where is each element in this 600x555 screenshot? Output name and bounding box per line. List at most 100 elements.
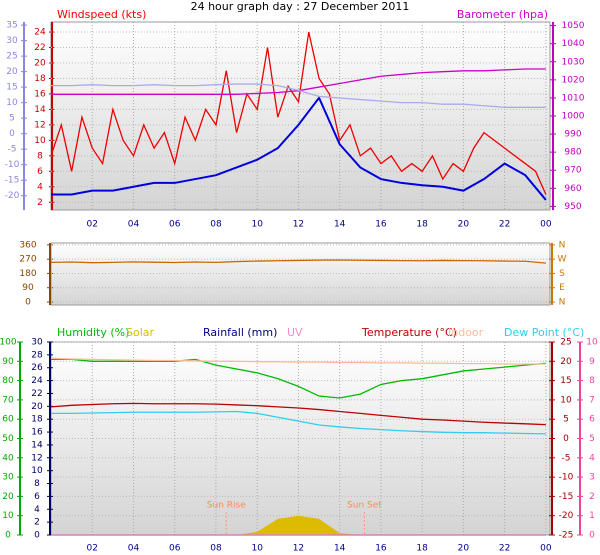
- x-tick-label: 16: [375, 544, 387, 554]
- y-tick-label: 16: [31, 428, 43, 438]
- y-tick-label: 7: [589, 395, 595, 405]
- y-tick-label: 6: [37, 167, 43, 177]
- y-tick-label: -10: [5, 160, 20, 170]
- y-tick-label: 25: [6, 52, 17, 62]
- plot-area: [50, 242, 551, 306]
- x-tick-label: 06: [169, 220, 181, 230]
- y-tick-label: 4: [34, 505, 40, 515]
- y-tick-label: 14: [31, 440, 43, 450]
- x-tick-label: 20: [458, 544, 470, 554]
- y-tick-label: 0: [563, 434, 569, 444]
- annotation: Sun Set: [347, 501, 382, 511]
- y-tick-label: 40: [2, 453, 14, 463]
- y-tick-label: 2: [34, 518, 40, 528]
- y-tick-label: 6: [34, 492, 40, 502]
- legend-entry: Rainfall (mm): [203, 326, 277, 339]
- legend-entry: Temperature (°C): [361, 326, 457, 339]
- x-tick-label: 00: [540, 220, 552, 230]
- y-tick-label: 5: [9, 114, 15, 124]
- y-tick-label: 980: [564, 148, 581, 158]
- x-tick-label: 18: [416, 220, 428, 230]
- y-tick-label: 20: [2, 492, 14, 502]
- y-tick-label: 6: [589, 415, 595, 425]
- y-tick-label: -25: [559, 531, 574, 541]
- y-tick-label: 20: [34, 59, 46, 69]
- x-tick-label: 04: [128, 220, 140, 230]
- chart-title: 24 hour graph day : 27 December 2011: [191, 0, 410, 13]
- y-tick-label: E: [559, 283, 565, 293]
- y-tick-label: -20: [5, 191, 20, 201]
- y-tick-label: 20: [31, 402, 43, 412]
- y-tick-label: 80: [2, 376, 14, 386]
- y-tick-label: 9: [589, 357, 595, 367]
- series-line: [51, 95, 547, 201]
- y-tick-label: -20: [559, 511, 574, 521]
- y-tick-label: 60: [2, 415, 14, 425]
- y-tick-label: 20: [6, 67, 18, 77]
- y-tick-label: 10: [6, 98, 18, 108]
- y-tick-label: 2: [589, 492, 595, 502]
- y-tick-label: 0: [25, 297, 31, 307]
- y-tick-label: -5: [8, 145, 17, 155]
- y-tick-label: 28: [31, 350, 43, 360]
- y-tick-label: 10: [31, 466, 43, 476]
- x-tick-label: 10: [251, 220, 263, 230]
- y-tick-label: 270: [19, 255, 36, 265]
- legend-entry: Solar: [126, 326, 155, 339]
- y-tick-label: 1: [589, 511, 595, 521]
- y-tick-label: 1000: [562, 112, 585, 122]
- y-tick-label: 24: [34, 28, 46, 38]
- x-tick-label: 22: [499, 544, 510, 554]
- legend-entry: Dew Point (°C): [504, 326, 584, 339]
- y-tick-label: 18: [34, 74, 46, 84]
- y-tick-label: 8: [37, 151, 43, 161]
- legend-entry: Humidity (%): [57, 326, 129, 339]
- x-tick-label: 08: [210, 220, 222, 230]
- x-tick-label: 22: [499, 220, 510, 230]
- y-tick-label: N: [559, 240, 566, 250]
- plot-area: [50, 21, 551, 211]
- y-tick-label: 5: [589, 434, 595, 444]
- legend-entry: Indoor: [448, 326, 484, 339]
- series-line: [50, 31, 547, 195]
- y-tick-label: 0: [5, 531, 11, 541]
- x-tick-label: 12: [293, 544, 304, 554]
- y-tick-label: 360: [19, 240, 36, 250]
- x-tick-label: 10: [251, 544, 263, 554]
- area: [51, 515, 546, 535]
- series-line: [51, 358, 546, 399]
- y-tick-label: -15: [5, 176, 20, 186]
- series-line: [51, 410, 546, 435]
- y-tick-label: 12: [31, 453, 42, 463]
- x-tick-label: 08: [210, 544, 222, 554]
- y-tick-label: 100: [0, 338, 17, 348]
- y-tick-label: 8: [589, 376, 595, 386]
- y-tick-label: 970: [564, 166, 581, 176]
- y-tick-label: -15: [559, 492, 574, 502]
- y-tick-label: 18: [31, 415, 43, 425]
- legend-entry: Windspeed (kts): [57, 8, 146, 21]
- y-tick-label: 8: [34, 479, 40, 489]
- y-tick-label: 50: [2, 434, 14, 444]
- x-tick-label: 18: [416, 544, 428, 554]
- y-tick-label: 1010: [562, 93, 585, 103]
- y-tick-label: 0: [34, 531, 40, 541]
- y-tick-label: 2: [37, 198, 43, 208]
- y-tick-label: 5: [563, 415, 569, 425]
- y-tick-label: 30: [2, 473, 14, 483]
- legend-entry: Barometer (hpa): [457, 8, 548, 21]
- x-tick-label: 04: [128, 544, 140, 554]
- x-tick-label: 14: [334, 544, 346, 554]
- y-tick-label: 22: [31, 389, 42, 399]
- x-tick-label: 20: [458, 220, 470, 230]
- y-tick-label: W: [558, 255, 567, 265]
- y-tick-label: 180: [19, 269, 36, 279]
- y-tick-label: 990: [564, 130, 581, 140]
- series-line: [51, 83, 546, 108]
- y-tick-label: N: [559, 297, 566, 307]
- x-tick-label: 02: [87, 544, 98, 554]
- y-tick-label: 10: [560, 395, 572, 405]
- y-tick-label: 960: [564, 184, 581, 194]
- y-tick-label: 24: [31, 376, 43, 386]
